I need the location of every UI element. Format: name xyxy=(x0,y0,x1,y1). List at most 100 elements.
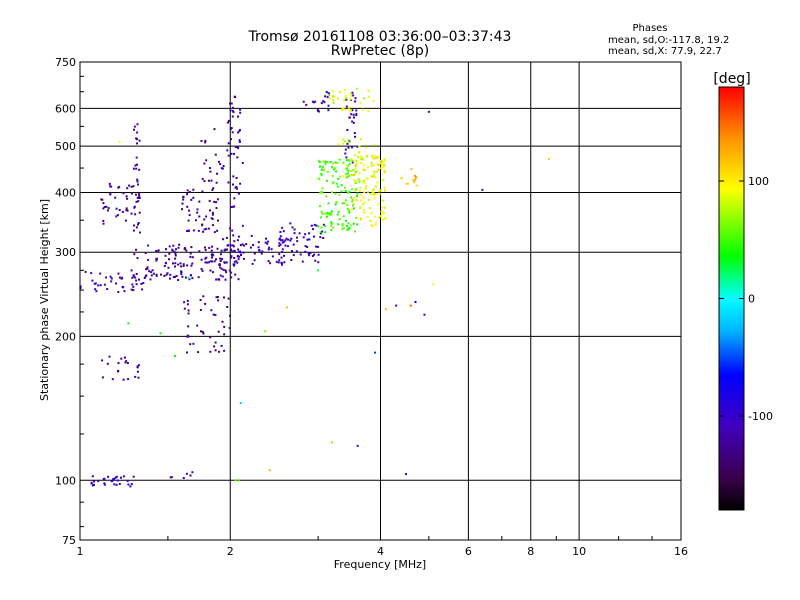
data-point xyxy=(321,168,324,171)
data-point xyxy=(339,90,342,93)
data-point xyxy=(346,208,349,210)
data-point xyxy=(131,283,134,286)
data-point xyxy=(230,255,233,258)
data-point xyxy=(129,485,132,488)
data-point xyxy=(237,235,240,238)
data-point xyxy=(317,110,320,113)
data-point xyxy=(330,224,333,227)
data-point xyxy=(202,332,205,335)
data-point xyxy=(326,213,329,215)
data-point xyxy=(301,260,304,263)
data-point xyxy=(235,260,238,263)
data-point xyxy=(187,325,190,328)
data-point xyxy=(289,222,292,225)
data-point xyxy=(380,163,383,166)
data-point xyxy=(344,186,346,189)
phases-x-stats: mean, sd,X: 77.9, 22.7 xyxy=(608,46,722,57)
data-point xyxy=(141,288,144,291)
data-point xyxy=(213,231,216,234)
data-point xyxy=(186,189,189,192)
y-tick-label: 100 xyxy=(55,474,76,487)
data-point xyxy=(230,102,233,105)
data-point xyxy=(319,191,322,194)
data-point xyxy=(267,248,270,251)
data-point xyxy=(214,349,217,352)
data-point xyxy=(219,260,222,262)
data-point xyxy=(318,159,321,162)
data-point xyxy=(137,364,140,367)
data-point xyxy=(146,266,149,269)
data-point xyxy=(174,252,177,255)
data-point xyxy=(111,378,114,381)
data-point xyxy=(234,146,237,148)
data-point xyxy=(231,115,234,118)
data-point xyxy=(199,309,202,311)
data-point xyxy=(348,211,351,214)
data-point xyxy=(371,191,374,194)
data-point xyxy=(279,243,282,246)
data-point xyxy=(332,162,334,165)
data-point xyxy=(354,100,357,103)
data-point xyxy=(204,139,207,142)
data-point xyxy=(415,184,418,187)
data-point xyxy=(110,185,113,188)
data-point xyxy=(337,97,339,100)
data-point xyxy=(183,307,186,310)
data-point xyxy=(325,91,328,93)
data-point xyxy=(299,253,302,256)
data-point xyxy=(223,296,225,299)
data-point xyxy=(124,219,127,222)
data-point xyxy=(264,330,267,333)
data-point xyxy=(223,261,226,264)
data-point xyxy=(190,198,193,201)
data-point xyxy=(228,227,231,230)
data-point xyxy=(110,277,113,280)
data-point xyxy=(319,231,322,234)
data-point xyxy=(186,230,188,232)
data-point xyxy=(215,278,218,281)
data-point xyxy=(354,230,356,233)
data-point xyxy=(136,123,139,126)
data-point xyxy=(151,269,154,272)
data-point xyxy=(93,282,96,285)
data-point xyxy=(346,204,349,206)
data-point xyxy=(374,176,377,179)
data-point xyxy=(374,185,377,188)
data-point xyxy=(227,297,230,300)
data-point xyxy=(332,101,335,104)
data-point xyxy=(146,267,149,270)
data-point xyxy=(116,479,119,482)
data-point xyxy=(221,258,223,261)
data-point xyxy=(349,92,352,95)
data-point xyxy=(325,179,328,182)
data-point xyxy=(414,178,417,181)
data-point xyxy=(317,225,320,228)
data-point xyxy=(149,278,152,281)
data-point xyxy=(187,219,190,222)
data-point xyxy=(232,111,235,114)
data-point xyxy=(157,249,160,252)
data-point xyxy=(205,159,208,162)
data-point xyxy=(278,259,281,262)
data-point xyxy=(217,330,220,333)
data-point xyxy=(296,240,299,243)
data-point xyxy=(197,276,200,279)
y-tick-label: 200 xyxy=(55,330,76,343)
data-point xyxy=(405,473,407,476)
data-point xyxy=(304,233,307,236)
data-point xyxy=(249,246,252,249)
data-point xyxy=(335,182,338,185)
data-point xyxy=(282,230,285,233)
data-point xyxy=(383,206,386,209)
data-point xyxy=(356,444,359,447)
data-point xyxy=(130,288,133,291)
data-point xyxy=(191,277,194,280)
data-point xyxy=(134,164,137,167)
data-point xyxy=(214,341,217,344)
data-point xyxy=(204,261,207,264)
data-point xyxy=(351,120,354,123)
data-point xyxy=(352,121,355,124)
data-point xyxy=(179,262,182,265)
data-point xyxy=(367,198,370,201)
data-point xyxy=(278,244,281,247)
